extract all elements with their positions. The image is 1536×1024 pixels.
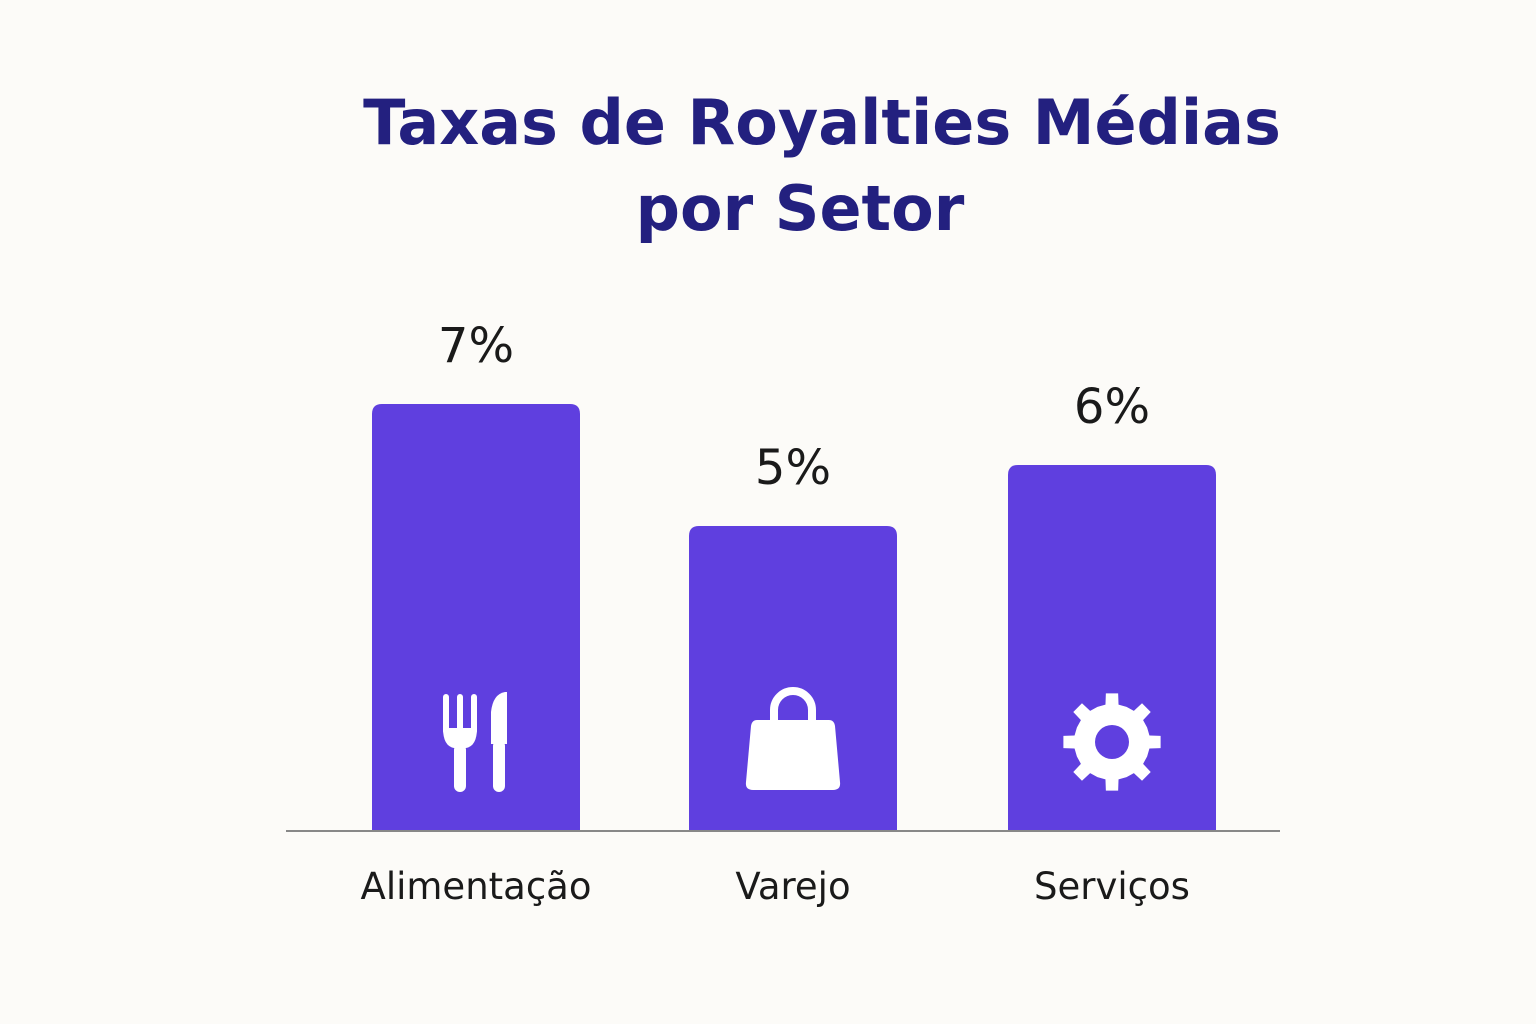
- chart-title-line-1: Taxas de Royalties Médias: [363, 86, 1281, 159]
- gear-icon: [1063, 693, 1161, 791]
- fork-knife-icon: [443, 692, 507, 792]
- bars-layer: 7% Alimentação 5% Varejo 6% Serviços: [361, 318, 1216, 908]
- bar-varejo: [689, 526, 897, 831]
- value-label: 5%: [755, 440, 831, 496]
- category-label: Serviços: [1034, 865, 1190, 908]
- value-label: 6%: [1074, 379, 1150, 435]
- bar-serviços: [1008, 465, 1216, 831]
- shopping-bag-icon: [745, 687, 841, 790]
- category-label: Varejo: [735, 865, 850, 908]
- category-label: Alimentação: [361, 865, 592, 908]
- chart-title-line-2: por Setor: [636, 172, 965, 245]
- value-label: 7%: [438, 318, 514, 374]
- bar-alimentação: [372, 404, 580, 831]
